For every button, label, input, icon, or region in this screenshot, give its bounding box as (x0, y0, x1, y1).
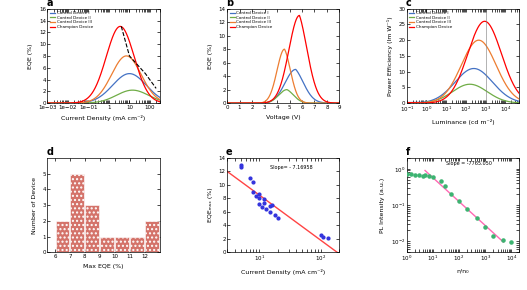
Point (319, 234, 328, 239)
Point (455, 199, 463, 203)
Bar (145, 221, 159, 252)
Point (271, 212, 279, 217)
Point (260, 196, 268, 201)
X-axis label: n/n₀: n/n₀ (456, 269, 469, 273)
Point (274, 215, 282, 220)
Point (421, 173, 430, 177)
Bar (115, 237, 129, 252)
Point (418, 173, 427, 178)
Point (403, 171, 411, 176)
Text: a: a (46, 0, 53, 8)
Y-axis label: Number of Device: Number of Device (32, 177, 37, 233)
Point (499, 238, 508, 242)
Text: e: e (226, 147, 232, 157)
Point (428, 174, 437, 179)
Text: d: d (46, 147, 53, 157)
Point (507, 239, 515, 244)
Text: Slope= - 7.16958: Slope= - 7.16958 (270, 165, 313, 170)
Bar (130, 237, 144, 252)
Point (258, 204, 266, 209)
Point (262, 206, 270, 211)
Point (463, 206, 471, 211)
Point (317, 232, 325, 237)
Point (255, 192, 264, 197)
Point (268, 203, 276, 208)
Point (415, 173, 424, 177)
Y-axis label: EQEₘₐₓ (%): EQEₘₐₓ (%) (208, 188, 213, 222)
X-axis label: Max EQE (%): Max EQE (%) (83, 264, 124, 269)
Point (255, 202, 264, 206)
Bar (85, 205, 99, 252)
Legend: Control Device I, Control Device II, Control Device III, Champion Device: Control Device I, Control Device II, Con… (409, 11, 453, 30)
Point (249, 190, 258, 195)
Y-axis label: PL Intensity (a.u.): PL Intensity (a.u.) (380, 177, 385, 233)
X-axis label: Current Density (mA cm⁻²): Current Density (mA cm⁻²) (241, 269, 325, 275)
Point (255, 196, 264, 200)
Y-axis label: EQE (%): EQE (%) (208, 43, 213, 69)
X-axis label: Voltage (V): Voltage (V) (266, 115, 300, 120)
Bar (55, 221, 69, 252)
Point (266, 210, 275, 215)
Legend: Control Device I, Control Device II, Control Device III, Champion Device: Control Device I, Control Device II, Con… (50, 11, 93, 30)
Point (266, 204, 275, 209)
X-axis label: Luminance (cd m⁻²): Luminance (cd m⁻²) (432, 119, 494, 125)
Text: c: c (406, 0, 412, 8)
Point (411, 173, 419, 177)
Point (481, 224, 490, 229)
Point (447, 191, 455, 196)
Point (324, 235, 332, 240)
Point (489, 233, 497, 238)
Point (436, 179, 445, 184)
Point (237, 165, 245, 170)
Point (246, 175, 254, 180)
Point (249, 180, 258, 184)
Point (441, 183, 450, 188)
Bar (71, 174, 84, 252)
Y-axis label: Power Efficiency (lm W⁻¹): Power Efficiency (lm W⁻¹) (387, 16, 393, 96)
Legend: Control Device I, Control Device II, Control Device III, Champion Device: Control Device I, Control Device II, Con… (229, 11, 273, 30)
X-axis label: Current Density (mA cm⁻²): Current Density (mA cm⁻²) (62, 115, 145, 121)
Text: f: f (406, 147, 410, 157)
Point (407, 171, 416, 176)
Point (473, 216, 482, 221)
Point (237, 163, 245, 167)
Bar (101, 237, 114, 252)
Text: b: b (226, 0, 233, 8)
Y-axis label: EQE (%): EQE (%) (28, 43, 34, 69)
Point (425, 173, 433, 178)
Point (252, 193, 261, 198)
Point (260, 201, 268, 206)
Text: Slope = -7765.050: Slope = -7765.050 (446, 162, 492, 166)
